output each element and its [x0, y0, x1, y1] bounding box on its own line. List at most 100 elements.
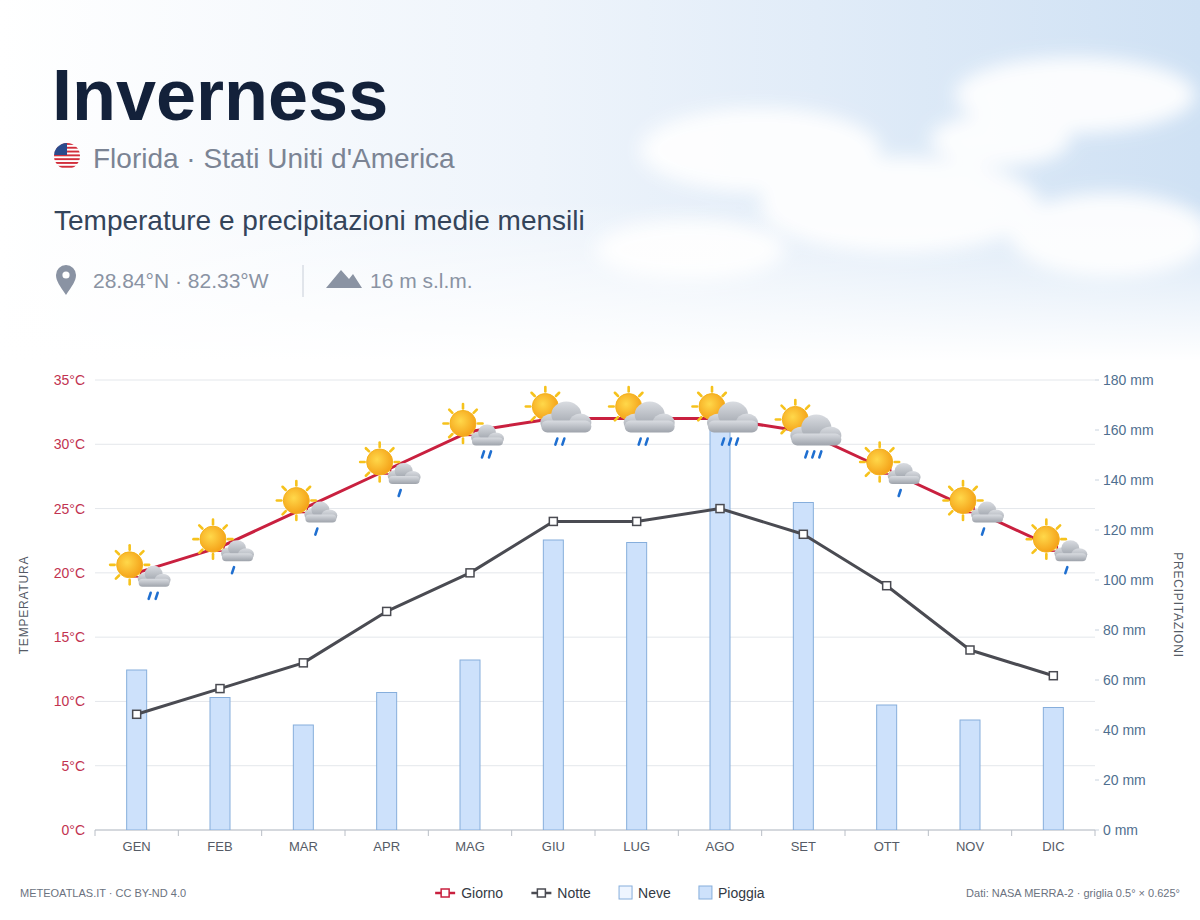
- cloud: [790, 414, 841, 445]
- sun-ray: [116, 551, 119, 554]
- sun-ray: [283, 487, 286, 490]
- marker: [466, 569, 474, 577]
- y2-tick-label: 160 mm: [1103, 422, 1154, 438]
- sun-ray: [723, 393, 726, 396]
- sun: [200, 526, 226, 552]
- rain-drop: [562, 439, 564, 445]
- bar: [127, 670, 147, 830]
- marker: [966, 646, 974, 654]
- pin-icon: [56, 265, 76, 295]
- coordinates: 28.84°N · 82.33°W: [93, 269, 269, 292]
- legend-swatch: [619, 886, 632, 899]
- sun-ray: [794, 400, 797, 405]
- sun-ray: [395, 461, 400, 464]
- weather-icon: [110, 545, 171, 599]
- sun-ray: [366, 448, 369, 451]
- rain-drop: [399, 490, 401, 496]
- y-tick-label: 15°C: [54, 629, 85, 645]
- sun-ray: [782, 430, 785, 433]
- grid-line: [95, 701, 1095, 702]
- sun-ray: [444, 422, 449, 425]
- sun: [367, 449, 393, 475]
- cloud: [221, 540, 254, 561]
- sun-ray: [890, 448, 893, 451]
- subtitle: Florida · Stati Uniti d'America: [93, 143, 455, 174]
- rect: [889, 476, 920, 484]
- x-tick-label: DIC: [1042, 839, 1064, 854]
- sun-ray: [474, 410, 477, 413]
- sun-ray: [609, 405, 614, 408]
- background: [0, 0, 1200, 920]
- sun-ray: [866, 448, 869, 451]
- rain-drop: [315, 529, 317, 535]
- x-tick: [845, 830, 846, 836]
- rain-drop: [1065, 567, 1067, 573]
- weather-icon: [194, 520, 255, 574]
- grid-line: [95, 380, 1095, 381]
- legend-label: Pioggia: [718, 885, 765, 901]
- rain-drop: [482, 451, 484, 457]
- x-tick: [1095, 830, 1096, 836]
- sun-ray: [110, 564, 115, 567]
- grid-line: [95, 637, 1095, 638]
- sun-ray: [698, 393, 701, 396]
- bar: [960, 720, 980, 830]
- legend: GiornoNotteNevePioggia: [435, 885, 765, 901]
- sun-ray: [639, 393, 642, 396]
- rect: [472, 437, 503, 445]
- header: InvernessFlorida · Stati Uniti d'America…: [52, 55, 585, 297]
- x-tick-label: LUG: [623, 839, 650, 854]
- x-tick: [428, 830, 429, 836]
- legend-item: Pioggia: [699, 885, 765, 901]
- y2-axis-title: PRECIPITAZIONI: [1171, 552, 1185, 658]
- sun-ray: [311, 499, 316, 502]
- y-axis-title: TEMPERATURA: [17, 556, 31, 655]
- weather-icon: [860, 443, 921, 497]
- weather-icon: [360, 443, 421, 497]
- grid-line: [95, 508, 1095, 509]
- pin-hole: [62, 271, 69, 278]
- x-tick-label: GIU: [542, 839, 565, 854]
- rain-drop: [555, 439, 557, 445]
- axes: 0°C5°C10°C15°C20°C25°C30°C35°C0 mm20 mm4…: [17, 372, 1185, 854]
- sun-ray: [878, 477, 881, 482]
- legend-item: Notte: [531, 885, 591, 901]
- rain-drop: [982, 529, 984, 535]
- weather-icon: [693, 387, 759, 445]
- marker: [383, 607, 391, 615]
- y2-tick: [1095, 530, 1099, 531]
- y2-tick-label: 20 mm: [1103, 772, 1146, 788]
- rect: [972, 515, 1003, 523]
- legend-swatch: [699, 886, 712, 899]
- flag-stripe: [54, 166, 80, 168]
- bar: [210, 698, 230, 831]
- bar: [877, 705, 897, 830]
- y2-tick: [1095, 730, 1099, 731]
- y2-tick: [1095, 780, 1099, 781]
- credit: METEOATLAS.IT · CC BY-ND 4.0: [20, 887, 186, 899]
- sun-ray: [295, 516, 298, 521]
- y2-tick: [1095, 830, 1099, 831]
- weather-icon: [526, 387, 592, 445]
- y-tick-label: 0°C: [62, 822, 86, 838]
- sun-ray: [212, 554, 215, 559]
- weather-icon: [944, 481, 1005, 534]
- sun-ray: [978, 499, 983, 502]
- y2-tick-label: 180 mm: [1103, 372, 1154, 388]
- cloud: [888, 463, 921, 484]
- y2-tick: [1095, 480, 1099, 481]
- cloud: [304, 502, 337, 523]
- sun: [867, 449, 893, 475]
- sun-ray: [878, 443, 881, 448]
- y2-tick: [1095, 430, 1099, 431]
- weather-icons: [110, 387, 1087, 599]
- y-tick-label: 5°C: [62, 758, 86, 774]
- x-tick: [261, 830, 262, 836]
- sun-ray: [556, 393, 559, 396]
- sun-ray: [378, 443, 381, 448]
- x-tick: [345, 830, 346, 836]
- flag-stripe: [54, 158, 80, 160]
- weather-icon: [1027, 520, 1088, 574]
- heading: Temperature e precipitazioni medie mensi…: [54, 205, 585, 236]
- rect: [1055, 553, 1086, 561]
